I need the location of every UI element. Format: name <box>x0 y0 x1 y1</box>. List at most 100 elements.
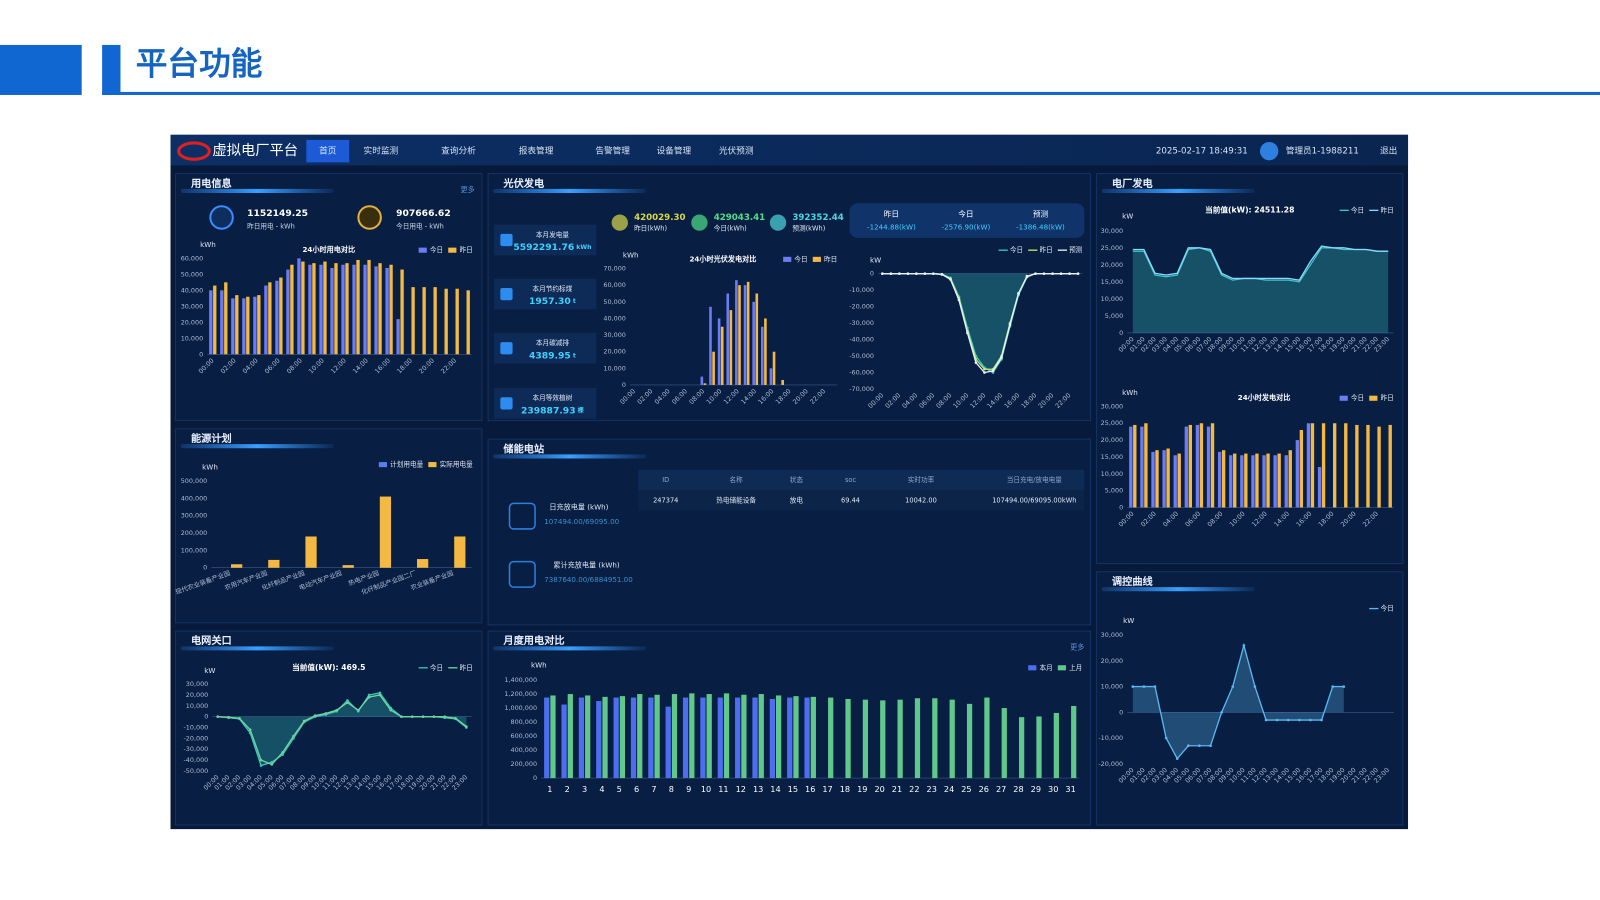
pv-power-box <box>849 203 1085 238</box>
point <box>906 272 910 275</box>
nav-item[interactable]: 设备管理 <box>657 145 692 157</box>
point <box>932 272 935 275</box>
x-tick-label: 29 <box>1031 784 1041 794</box>
x-tick-label: 18 <box>840 784 850 794</box>
bar <box>619 696 626 779</box>
bar <box>793 696 799 779</box>
legend-swatch <box>428 462 437 468</box>
bar <box>1036 716 1042 779</box>
user-avatar[interactable] <box>1259 141 1279 161</box>
nav-item[interactable]: 报表管理 <box>519 145 554 157</box>
bar <box>301 261 305 355</box>
table-cell: 热电储能设备 <box>716 495 756 504</box>
point <box>238 716 241 720</box>
y-tick-label: 10,000 <box>603 364 625 372</box>
bar <box>717 697 723 779</box>
panel <box>175 630 483 826</box>
panel-title: 储能电站 <box>503 442 545 455</box>
bar <box>1199 423 1204 508</box>
y-tick-label: 1,200,000 <box>504 690 537 698</box>
y-tick-label: 10,000 <box>181 334 203 342</box>
bar <box>769 368 773 385</box>
pv-stat-unit: t <box>573 352 576 359</box>
usage-stats: 1152149.25 昨日用电 - kWh 907666.62 今日用电 - k… <box>209 185 1084 651</box>
legend-swatch <box>1339 395 1348 401</box>
bar <box>286 269 290 355</box>
y-tick-label: 20,000 <box>1101 657 1123 665</box>
legend-label: 今日 <box>1010 245 1023 254</box>
bar <box>231 564 243 568</box>
point <box>259 758 263 762</box>
point <box>1000 356 1003 360</box>
bar <box>596 701 602 779</box>
panel-title-bar <box>493 646 647 651</box>
bar <box>312 263 316 355</box>
x-tick-label: 31 <box>1065 784 1075 794</box>
point <box>378 691 382 695</box>
y-tick-label: 20,000 <box>1101 436 1123 444</box>
legend-swatch <box>783 256 792 262</box>
pv-stat-label: 本月碳减排 <box>536 338 569 347</box>
pv-stat-unit: 棵 <box>578 406 585 414</box>
nav-item[interactable]: 光伏预测 <box>719 145 754 157</box>
table-header-cell: 当日充电/放电电量 <box>1007 475 1063 484</box>
area <box>882 273 1028 373</box>
legend-label: 今日 <box>1351 393 1364 402</box>
legend-swatch <box>448 247 457 253</box>
nav-item[interactable]: 告警管理 <box>595 145 630 157</box>
x-tick-label: 17 <box>822 784 832 794</box>
x-tick-label: 2 <box>565 784 570 794</box>
bar <box>717 318 721 385</box>
bar <box>1188 424 1192 508</box>
table-header-cell: 名称 <box>730 475 744 484</box>
pv-stat-icon <box>500 287 513 301</box>
more-link[interactable]: 更多 <box>461 185 475 194</box>
panel-title: 月度用电对比 <box>502 634 564 647</box>
legend-label: 今日 <box>794 254 807 263</box>
y-tick-label: 300,000 <box>181 512 208 520</box>
bar <box>1155 450 1159 508</box>
bar <box>253 296 257 355</box>
y-tick-label: -60,000 <box>849 369 874 377</box>
bar <box>1251 455 1255 508</box>
y-tick-label: -50,000 <box>849 352 874 360</box>
bar <box>374 266 378 355</box>
stat-value: 1152149.25 <box>247 208 308 219</box>
current-value: 当前值(kW): 24511.28 <box>1205 204 1294 214</box>
bar <box>726 293 730 385</box>
bar <box>735 697 741 779</box>
storage-icon <box>508 560 536 588</box>
y-tick-label: 0 <box>1119 329 1123 337</box>
more-link[interactable]: 更多 <box>1070 642 1084 651</box>
y-tick-label: 0 <box>1119 503 1123 511</box>
bar <box>378 263 382 355</box>
bar <box>1244 453 1248 508</box>
bar <box>654 694 660 779</box>
nav-item[interactable]: 查询分析 <box>441 145 476 157</box>
panel-title: 光伏发电 <box>502 177 545 190</box>
y-tick-label: 25,000 <box>1101 244 1123 252</box>
x-tick-label: 24 <box>944 784 954 794</box>
nav-item[interactable]: 首页 <box>319 145 337 157</box>
nav-item[interactable]: 实时监测 <box>364 145 399 157</box>
x-tick-label: 4 <box>599 784 604 794</box>
x-tick-label: 1 <box>547 784 552 794</box>
panel-title-bar <box>493 188 647 193</box>
logout[interactable]: 退出 <box>1380 145 1397 157</box>
bar <box>787 697 793 779</box>
point <box>1034 272 1037 275</box>
pv-energy-label: 昨日(kWh) <box>634 224 667 233</box>
bar <box>775 695 782 779</box>
bar <box>356 259 360 355</box>
bar <box>422 287 426 355</box>
point <box>1275 718 1279 722</box>
stat-value: 907666.62 <box>396 208 451 219</box>
bar <box>444 288 448 355</box>
bar <box>1217 451 1222 508</box>
panel-title: 能源计划 <box>191 432 232 445</box>
point <box>443 715 447 719</box>
bar <box>323 261 327 355</box>
point <box>1198 744 1201 748</box>
y-tick-label: 10,000 <box>1101 683 1123 691</box>
storage-label: 日充放电量 (kWh) <box>549 502 608 511</box>
